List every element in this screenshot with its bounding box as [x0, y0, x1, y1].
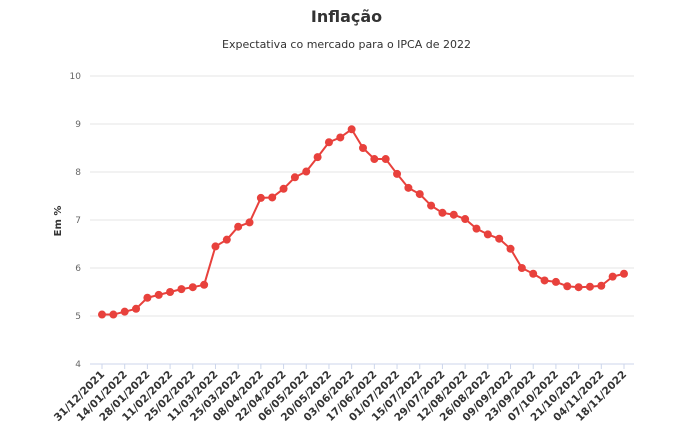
y-tick-label: 5 — [75, 312, 81, 322]
data-point[interactable] — [359, 144, 367, 152]
data-point[interactable] — [517, 264, 526, 272]
data-point[interactable] — [279, 184, 288, 193]
data-point[interactable] — [449, 210, 458, 219]
data-point[interactable] — [472, 224, 481, 233]
data-point[interactable] — [166, 288, 175, 296]
data-point[interactable] — [143, 293, 152, 302]
data-point[interactable] — [347, 125, 356, 134]
data-point[interactable] — [302, 167, 311, 176]
data-point[interactable] — [427, 201, 436, 210]
grid-lines — [90, 75, 634, 365]
data-point[interactable] — [495, 234, 504, 243]
chart-subtitle: Expectativa co mercado para o IPCA de 20… — [222, 38, 471, 51]
series-points — [98, 125, 628, 319]
data-point[interactable] — [222, 235, 231, 244]
data-point[interactable] — [200, 280, 209, 289]
data-point[interactable] — [313, 153, 322, 162]
data-point[interactable] — [483, 230, 492, 239]
y-tick-label: 4 — [75, 360, 81, 370]
data-point[interactable] — [188, 283, 197, 292]
data-point[interactable] — [438, 208, 447, 217]
data-point[interactable] — [585, 282, 594, 291]
data-point[interactable] — [290, 173, 299, 182]
chart-title: Inflação — [310, 7, 383, 26]
data-point[interactable] — [336, 133, 345, 142]
data-point[interactable] — [608, 272, 617, 281]
data-point[interactable] — [393, 169, 402, 178]
data-point[interactable] — [154, 290, 163, 299]
data-point[interactable] — [415, 190, 424, 199]
data-point[interactable] — [324, 138, 333, 147]
data-point[interactable] — [620, 269, 628, 278]
data-point[interactable] — [234, 222, 243, 231]
data-point[interactable] — [132, 304, 141, 313]
data-point[interactable] — [109, 310, 118, 319]
data-point[interactable] — [574, 283, 583, 292]
y-tick-label: 7 — [75, 216, 81, 226]
data-point[interactable] — [177, 285, 186, 294]
data-point[interactable] — [540, 276, 549, 285]
y-axis-ticks: 4 5 6 7 8 9 10 — [70, 72, 82, 370]
data-point[interactable] — [370, 155, 379, 164]
data-point[interactable] — [381, 155, 390, 164]
data-point[interactable] — [98, 310, 106, 319]
data-point[interactable] — [551, 277, 560, 286]
data-point[interactable] — [211, 242, 220, 251]
x-axis-ticks: 31/12/202114/01/202228/01/202211/02/2022… — [52, 364, 629, 424]
y-tick-label: 9 — [75, 120, 81, 130]
data-point[interactable] — [461, 215, 470, 224]
data-point[interactable] — [268, 193, 277, 202]
data-point[interactable] — [120, 307, 129, 316]
y-tick-label: 6 — [75, 264, 81, 274]
data-point[interactable] — [256, 193, 265, 202]
data-point[interactable] — [404, 183, 413, 192]
data-point[interactable] — [563, 282, 572, 291]
data-point[interactable] — [245, 218, 254, 227]
y-tick-label: 8 — [75, 168, 81, 178]
data-point[interactable] — [597, 281, 606, 290]
data-point[interactable] — [529, 269, 538, 278]
data-point[interactable] — [506, 244, 515, 253]
y-axis-label: Em % — [53, 206, 64, 237]
y-tick-label: 10 — [70, 72, 82, 82]
